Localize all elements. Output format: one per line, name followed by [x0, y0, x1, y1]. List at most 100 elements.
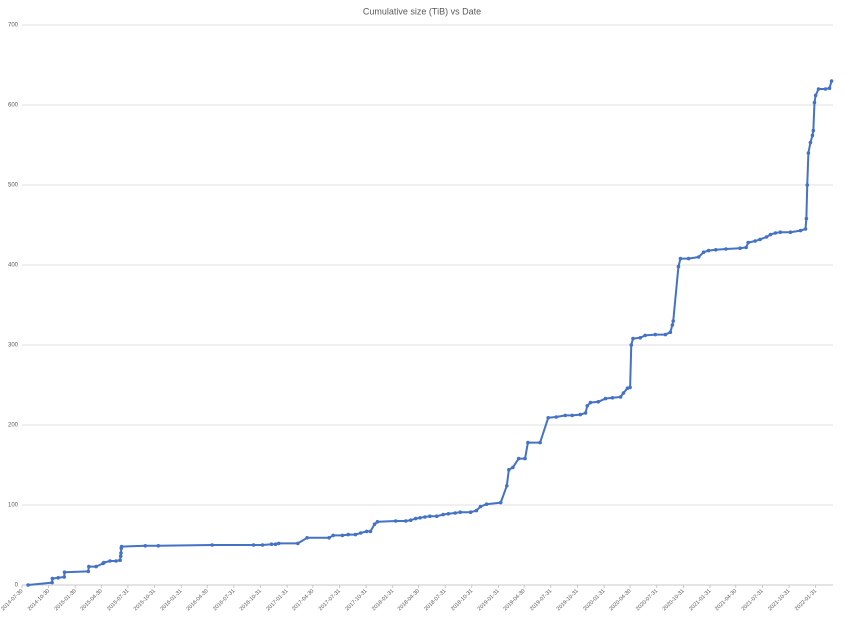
- data-point: [696, 255, 701, 259]
- data-point: [523, 456, 527, 461]
- data-point: [108, 559, 112, 563]
- data-point: [778, 230, 783, 234]
- data-point: [746, 240, 750, 245]
- x-tick-label: 2014-10-30: [27, 588, 51, 612]
- data-point: [804, 216, 809, 221]
- data-point: [358, 531, 363, 535]
- data-point: [327, 536, 331, 540]
- data-point: [744, 245, 748, 250]
- data-point: [118, 558, 122, 562]
- x-tick-label: 2016-01-31: [159, 588, 183, 612]
- data-point: [56, 576, 60, 580]
- x-tick-label: 2015-04-30: [80, 588, 104, 612]
- data-point: [260, 543, 265, 547]
- data-point: [498, 500, 503, 505]
- data-point: [26, 583, 30, 587]
- data-point: [738, 246, 742, 250]
- data-point: [823, 87, 828, 91]
- x-tick-label: 2016-04-30: [186, 588, 210, 612]
- data-point: [156, 544, 161, 548]
- x-tick-label: 2018-07-31: [423, 588, 447, 612]
- data-point: [618, 395, 623, 399]
- y-tick-label: 0: [15, 583, 19, 589]
- data-point: [413, 516, 418, 521]
- data-point: [458, 510, 463, 514]
- data-point: [621, 391, 626, 395]
- data-point: [753, 239, 757, 243]
- data-point: [713, 248, 718, 252]
- data-point: [603, 396, 608, 401]
- data-point: [773, 231, 778, 235]
- x-tick-label: 2018-04-30: [397, 588, 421, 612]
- data-point: [340, 533, 345, 538]
- data-point: [668, 330, 673, 335]
- data-point: [805, 183, 810, 187]
- data-point: [119, 544, 124, 549]
- data-point: [118, 554, 123, 558]
- data-point: [87, 564, 91, 569]
- data-point: [629, 343, 634, 347]
- data-point: [631, 336, 635, 341]
- data-point: [143, 544, 148, 548]
- data-point: [434, 514, 439, 518]
- data-point: [114, 559, 118, 563]
- y-tick-label: 500: [8, 183, 19, 189]
- data-point: [276, 541, 281, 546]
- x-tick-label: 2017-01-31: [265, 588, 289, 612]
- y-tick-label: 600: [8, 103, 19, 109]
- x-tick-label: 2015-07-31: [106, 588, 130, 612]
- data-point: [670, 323, 675, 327]
- x-tick-label: 2020-04-30: [608, 588, 632, 612]
- y-tick-label: 200: [8, 423, 19, 429]
- data-point: [269, 542, 274, 546]
- data-point: [305, 536, 309, 540]
- data-point: [546, 416, 550, 420]
- data-point: [516, 456, 521, 461]
- data-point: [788, 230, 793, 234]
- data-point: [453, 511, 458, 515]
- data-point: [596, 400, 601, 404]
- data-point: [676, 264, 681, 269]
- data-point: [441, 512, 445, 517]
- data-point: [446, 512, 451, 516]
- x-tick-label: 2021-04-30: [714, 588, 738, 612]
- data-point: [423, 515, 427, 519]
- data-point: [353, 532, 358, 537]
- data-point: [829, 79, 834, 83]
- data-point: [403, 519, 408, 523]
- data-point: [408, 518, 413, 522]
- data-point: [764, 235, 769, 239]
- data-point: [364, 529, 369, 534]
- data-point: [758, 237, 762, 242]
- data-point: [678, 256, 683, 261]
- data-point: [428, 514, 432, 518]
- chart-title: Cumulative size (TiB) vs Date: [363, 6, 481, 16]
- data-point: [816, 87, 821, 91]
- data-point: [94, 564, 98, 569]
- data-point: [538, 440, 542, 445]
- data-point: [588, 400, 593, 405]
- x-tick-label: 2020-07-31: [635, 588, 659, 612]
- x-tick-label: 2016-10-31: [239, 588, 263, 612]
- data-point: [643, 333, 647, 338]
- data-point: [563, 413, 568, 418]
- data-point: [393, 519, 398, 523]
- data-point: [610, 396, 615, 400]
- data-point: [119, 551, 123, 555]
- data-point: [526, 440, 530, 445]
- x-tick-label: 2021-07-31: [741, 588, 765, 612]
- data-point: [638, 336, 643, 340]
- data-point: [62, 575, 67, 579]
- data-point: [484, 502, 489, 507]
- data-line: [27, 80, 833, 586]
- x-tick-label: 2020-10-31: [662, 588, 686, 612]
- data-point: [628, 385, 632, 390]
- y-tick-label: 400: [8, 263, 19, 269]
- x-tick-label: 2018-01-31: [371, 588, 395, 612]
- data-point: [375, 520, 380, 524]
- data-point: [803, 227, 808, 231]
- x-tick-label: 2020-01-31: [582, 588, 606, 612]
- data-point: [808, 140, 813, 145]
- data-point: [474, 508, 479, 513]
